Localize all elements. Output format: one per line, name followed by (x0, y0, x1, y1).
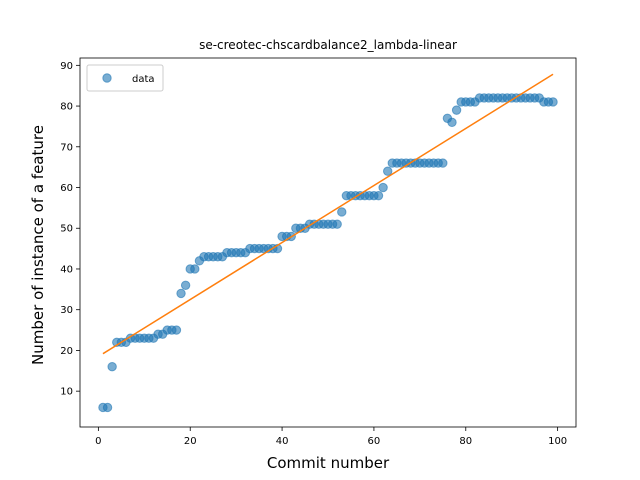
x-tick-label: 60 (368, 436, 381, 447)
plot-frame (80, 58, 576, 427)
y-tick-label: 30 (60, 305, 73, 316)
data-point (333, 220, 341, 228)
y-tick-label: 10 (60, 387, 73, 398)
data-point (452, 106, 460, 114)
data-point (448, 118, 456, 126)
x-tick-label: 20 (184, 436, 197, 447)
data-point (172, 326, 180, 334)
y-axis-title: Number of instance of a feature (29, 125, 47, 365)
data-point (439, 159, 447, 167)
fit-line (103, 74, 553, 353)
data-point (103, 403, 111, 411)
x-tick-label: 0 (95, 436, 101, 447)
y-tick-label: 60 (60, 183, 73, 194)
plot-area: 0 20 40 60 80 100 10 20 30 40 50 60 70 80 90 (60, 58, 576, 447)
x-tick-label: 40 (276, 436, 289, 447)
data-point (549, 98, 557, 106)
y-tick-label: 20 (60, 346, 73, 357)
chart-title: se-creotec-chscardbalance2_lambda-linear (199, 38, 457, 52)
y-tick-label: 50 (60, 224, 73, 235)
data-point (338, 208, 346, 216)
data-point (181, 281, 189, 289)
data-point (374, 191, 382, 199)
y-tick-label: 70 (60, 142, 73, 153)
x-tick-label: 80 (459, 436, 472, 447)
data-point (379, 183, 387, 191)
data-point (384, 167, 392, 175)
y-tick-label: 40 (60, 264, 73, 275)
x-axis-title: Commit number (267, 454, 390, 472)
data-point (191, 265, 199, 273)
y-tick-label: 80 (60, 102, 73, 113)
data-point (177, 289, 185, 297)
x-tick-label: 100 (548, 436, 567, 447)
data-point (108, 363, 116, 371)
legend-label: data (132, 74, 155, 85)
y-tick-label: 90 (60, 61, 73, 72)
legend: data (87, 65, 163, 91)
legend-marker (103, 74, 111, 82)
